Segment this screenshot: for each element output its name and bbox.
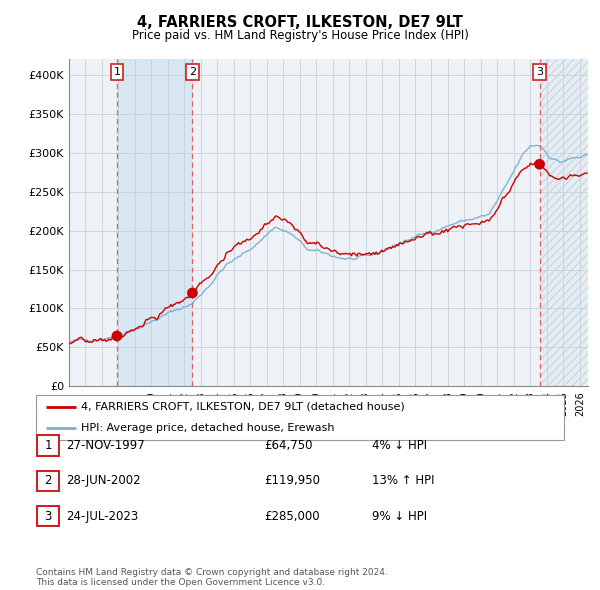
Text: 24-JUL-2023: 24-JUL-2023 [66, 510, 138, 523]
Bar [117, 59, 193, 386]
Bar [539, 59, 588, 386]
Text: 1: 1 [113, 67, 121, 77]
Point [112, 331, 122, 340]
Text: 9% ↓ HPI: 9% ↓ HPI [372, 510, 427, 523]
Text: 4, FARRIERS CROFT, ILKESTON, DE7 9LT: 4, FARRIERS CROFT, ILKESTON, DE7 9LT [137, 15, 463, 30]
Text: 3: 3 [44, 510, 52, 523]
Text: HPI: Average price, detached house, Erewash: HPI: Average price, detached house, Erew… [81, 423, 334, 433]
Text: 4% ↓ HPI: 4% ↓ HPI [372, 439, 427, 452]
Text: 13% ↑ HPI: 13% ↑ HPI [372, 474, 434, 487]
Text: £285,000: £285,000 [264, 510, 320, 523]
Text: Price paid vs. HM Land Registry's House Price Index (HPI): Price paid vs. HM Land Registry's House … [131, 30, 469, 42]
Text: 4, FARRIERS CROFT, ILKESTON, DE7 9LT (detached house): 4, FARRIERS CROFT, ILKESTON, DE7 9LT (de… [81, 402, 404, 412]
FancyBboxPatch shape [37, 506, 59, 526]
Text: £64,750: £64,750 [264, 439, 313, 452]
Text: Contains HM Land Registry data © Crown copyright and database right 2024.
This d: Contains HM Land Registry data © Crown c… [36, 568, 388, 587]
Text: 2: 2 [44, 474, 52, 487]
FancyBboxPatch shape [37, 471, 59, 491]
Text: £119,950: £119,950 [264, 474, 320, 487]
FancyBboxPatch shape [36, 395, 564, 440]
Text: 1: 1 [44, 439, 52, 452]
Point [188, 288, 197, 297]
Text: 3: 3 [536, 67, 543, 77]
Text: 2: 2 [189, 67, 196, 77]
Point [535, 159, 544, 169]
Bar [539, 59, 588, 386]
Text: 27-NOV-1997: 27-NOV-1997 [66, 439, 145, 452]
Text: 28-JUN-2002: 28-JUN-2002 [66, 474, 140, 487]
FancyBboxPatch shape [37, 435, 59, 455]
